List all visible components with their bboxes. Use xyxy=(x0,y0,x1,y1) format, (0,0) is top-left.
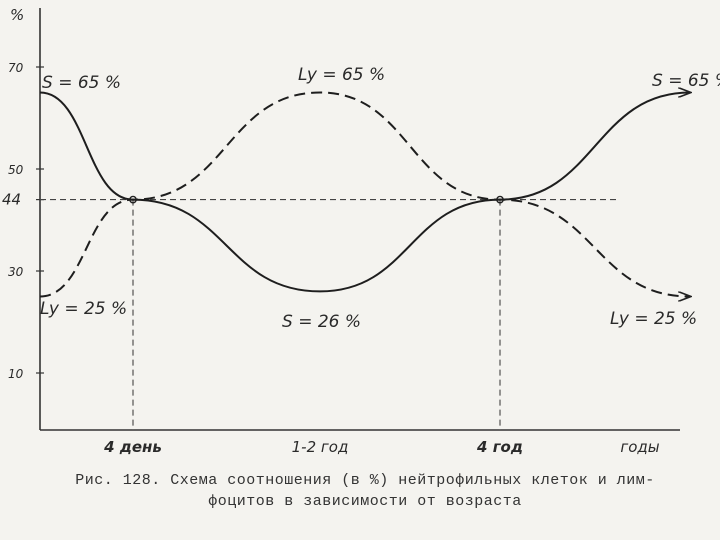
x-tick-label-1: 4 день xyxy=(103,438,162,456)
series-label-S-2: S = 26 % xyxy=(282,312,361,332)
caption-line-1: Рис. 128. Схема соотношения (в %) нейтро… xyxy=(75,472,655,489)
x-tick-label-2: 1-2 год xyxy=(292,438,349,456)
series-label-S-1: S = 65 % xyxy=(42,73,121,93)
y-axis-label: % xyxy=(10,6,24,24)
figure-caption: Рис. 128. Схема соотношения (в %) нейтро… xyxy=(20,470,710,512)
y-tick-label-44: 44 xyxy=(2,191,21,209)
y-tick-label-10: 10 xyxy=(8,367,24,381)
y-tick-label-70: 70 xyxy=(8,61,24,75)
series-label-Ly-1: Ly = 25 % xyxy=(40,299,127,319)
series-line-Ly xyxy=(39,91,690,297)
series-label-Ly-2: Ly = 65 % xyxy=(298,65,385,85)
series-line-S xyxy=(39,93,690,293)
series-label-S-3: S = 65 % xyxy=(652,71,720,91)
caption-line-2: фоцитов в зависимости от возраста xyxy=(208,493,522,510)
x-tick-label-3: 4 год xyxy=(476,438,523,456)
chart: % 70 50 44 30 10 4 день 1-2 год 4 год годы S = … xyxy=(2,6,720,456)
x-tick-label-4: годы xyxy=(620,438,659,456)
y-tick-label-50: 50 xyxy=(8,163,24,177)
y-tick-label-30: 30 xyxy=(8,265,24,279)
series-label-Ly-3: Ly = 25 % xyxy=(610,309,697,329)
